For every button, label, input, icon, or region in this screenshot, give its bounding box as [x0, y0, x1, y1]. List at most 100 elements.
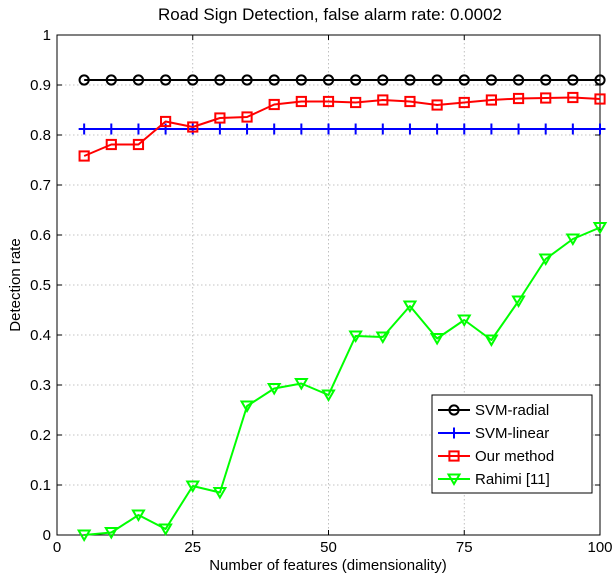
legend-label-svm-linear: SVM-linear — [475, 425, 549, 442]
y-tick-label: 0.4 — [30, 327, 51, 344]
legend-label-svm-radial: SVM-radial — [475, 402, 549, 419]
data-point-our-method — [567, 91, 579, 104]
data-point-our-method — [132, 138, 145, 151]
data-point-svm-radial — [295, 74, 307, 86]
y-tick-label: 0.7 — [30, 177, 51, 194]
legend: SVM-radial SVM-linear Our method Rahimi [11… — [431, 394, 593, 494]
data-point-rahimi-11 — [212, 487, 228, 500]
data-point-our-method — [268, 98, 280, 111]
data-point-our-method — [377, 94, 389, 106]
series-line-rahimi-11 — [84, 226, 601, 536]
data-point-svm-radial — [322, 74, 335, 86]
data-point-our-method — [431, 99, 443, 111]
data-point-rahimi-11 — [321, 389, 336, 402]
data-point-rahimi-11 — [104, 527, 119, 540]
data-point-svm-linear — [567, 123, 579, 135]
data-point-svm-radial — [78, 74, 90, 86]
data-point-our-method — [404, 95, 416, 108]
data-point-rahimi-11 — [457, 314, 472, 327]
data-point-our-method — [458, 96, 470, 109]
series-our-method — [78, 91, 606, 162]
data-point-svm-linear — [540, 123, 552, 135]
data-point-our-method — [241, 111, 253, 123]
x-tick-label: 0 — [53, 539, 61, 556]
data-point-svm-radial — [567, 74, 579, 86]
data-point-our-method — [78, 150, 90, 162]
data-point-our-method — [594, 93, 606, 105]
legend-marker-rahimi-11 — [446, 473, 462, 486]
data-point-rahimi-11 — [294, 378, 309, 391]
data-point-svm-linear — [268, 123, 280, 135]
data-point-svm-linear — [241, 123, 253, 135]
data-point-our-method — [322, 95, 335, 108]
data-point-svm-linear — [485, 123, 497, 135]
y-tick-label: 0.8 — [30, 127, 51, 144]
series-group — [76, 74, 608, 542]
legend-label-rahimi-11: Rahimi [11] — [475, 471, 550, 488]
chart-title: Road Sign Detection, false alarm rate: 0… — [158, 5, 502, 24]
legend-marker-svm-linear — [448, 427, 460, 439]
data-point-rahimi-11 — [429, 333, 445, 346]
y-tick-label: 0.1 — [30, 477, 51, 494]
data-point-our-method — [187, 121, 199, 133]
y-tick-label: 1 — [43, 27, 51, 44]
x-tick-label: 50 — [320, 539, 337, 556]
data-point-our-method — [214, 112, 226, 124]
data-point-our-method — [512, 92, 525, 105]
data-point-svm-linear — [513, 123, 525, 135]
data-point-our-method — [295, 95, 307, 108]
data-point-svm-radial — [404, 74, 416, 86]
x-tick-label: 25 — [184, 539, 201, 556]
data-point-rahimi-11 — [266, 383, 282, 396]
data-point-svm-radial — [350, 74, 362, 86]
y-tick-label: 0.5 — [30, 277, 51, 294]
data-point-svm-radial — [187, 74, 199, 86]
data-point-svm-linear — [78, 123, 90, 135]
data-point-our-method — [160, 115, 172, 128]
data-point-svm-linear — [105, 123, 117, 135]
data-point-rahimi-11 — [538, 253, 553, 266]
data-point-svm-radial — [431, 74, 443, 86]
data-point-svm-linear — [295, 123, 307, 135]
y-tick-label: 0 — [43, 527, 51, 544]
data-point-svm-radial — [377, 74, 389, 86]
data-point-svm-linear — [214, 123, 226, 135]
x-tick-label: 100 — [587, 539, 612, 556]
y-axis-label: Detection rate — [7, 238, 24, 331]
data-point-svm-linear — [431, 123, 443, 135]
legend-marker-svm-radial — [448, 404, 460, 416]
data-point-our-method — [540, 92, 552, 104]
data-point-svm-radial — [241, 74, 253, 86]
data-point-svm-radial — [214, 74, 226, 86]
data-point-svm-radial — [512, 74, 525, 86]
data-point-svm-linear — [377, 123, 389, 135]
series-svm-linear — [78, 123, 606, 135]
data-point-rahimi-11 — [131, 509, 146, 522]
series-svm-radial — [78, 74, 606, 86]
x-axis-label: Number of features (dimensionality) — [209, 557, 447, 574]
data-point-rahimi-11 — [158, 523, 173, 536]
data-point-svm-linear — [594, 123, 606, 135]
legend-marker-our-method — [448, 450, 460, 462]
y-tick-label: 0.2 — [30, 427, 51, 444]
series-rahimi-11 — [76, 222, 608, 542]
data-point-svm-linear — [458, 123, 470, 135]
data-point-rahimi-11 — [348, 330, 363, 343]
data-point-rahimi-11 — [511, 295, 526, 308]
data-point-svm-linear — [350, 123, 362, 135]
data-point-svm-linear — [323, 123, 334, 135]
axis-ticks: 0 25 50 75 100 0 0.1 0.2 0.3 0.4 0.5 0.6 0.7 0.8 0.9 1 — [30, 27, 612, 556]
legend-label-our-method: Our method — [475, 448, 554, 465]
data-point-svm-radial — [105, 74, 117, 86]
data-point-rahimi-11 — [402, 300, 418, 313]
y-tick-label: 0.6 — [30, 227, 51, 244]
data-point-svm-radial — [268, 74, 280, 86]
data-point-svm-linear — [404, 123, 416, 135]
data-point-svm-linear — [132, 123, 144, 135]
data-point-svm-radial — [458, 74, 470, 86]
data-point-svm-radial — [160, 74, 172, 86]
data-point-rahimi-11 — [484, 334, 499, 347]
data-point-our-method — [485, 94, 497, 106]
data-point-rahimi-11 — [239, 400, 255, 413]
